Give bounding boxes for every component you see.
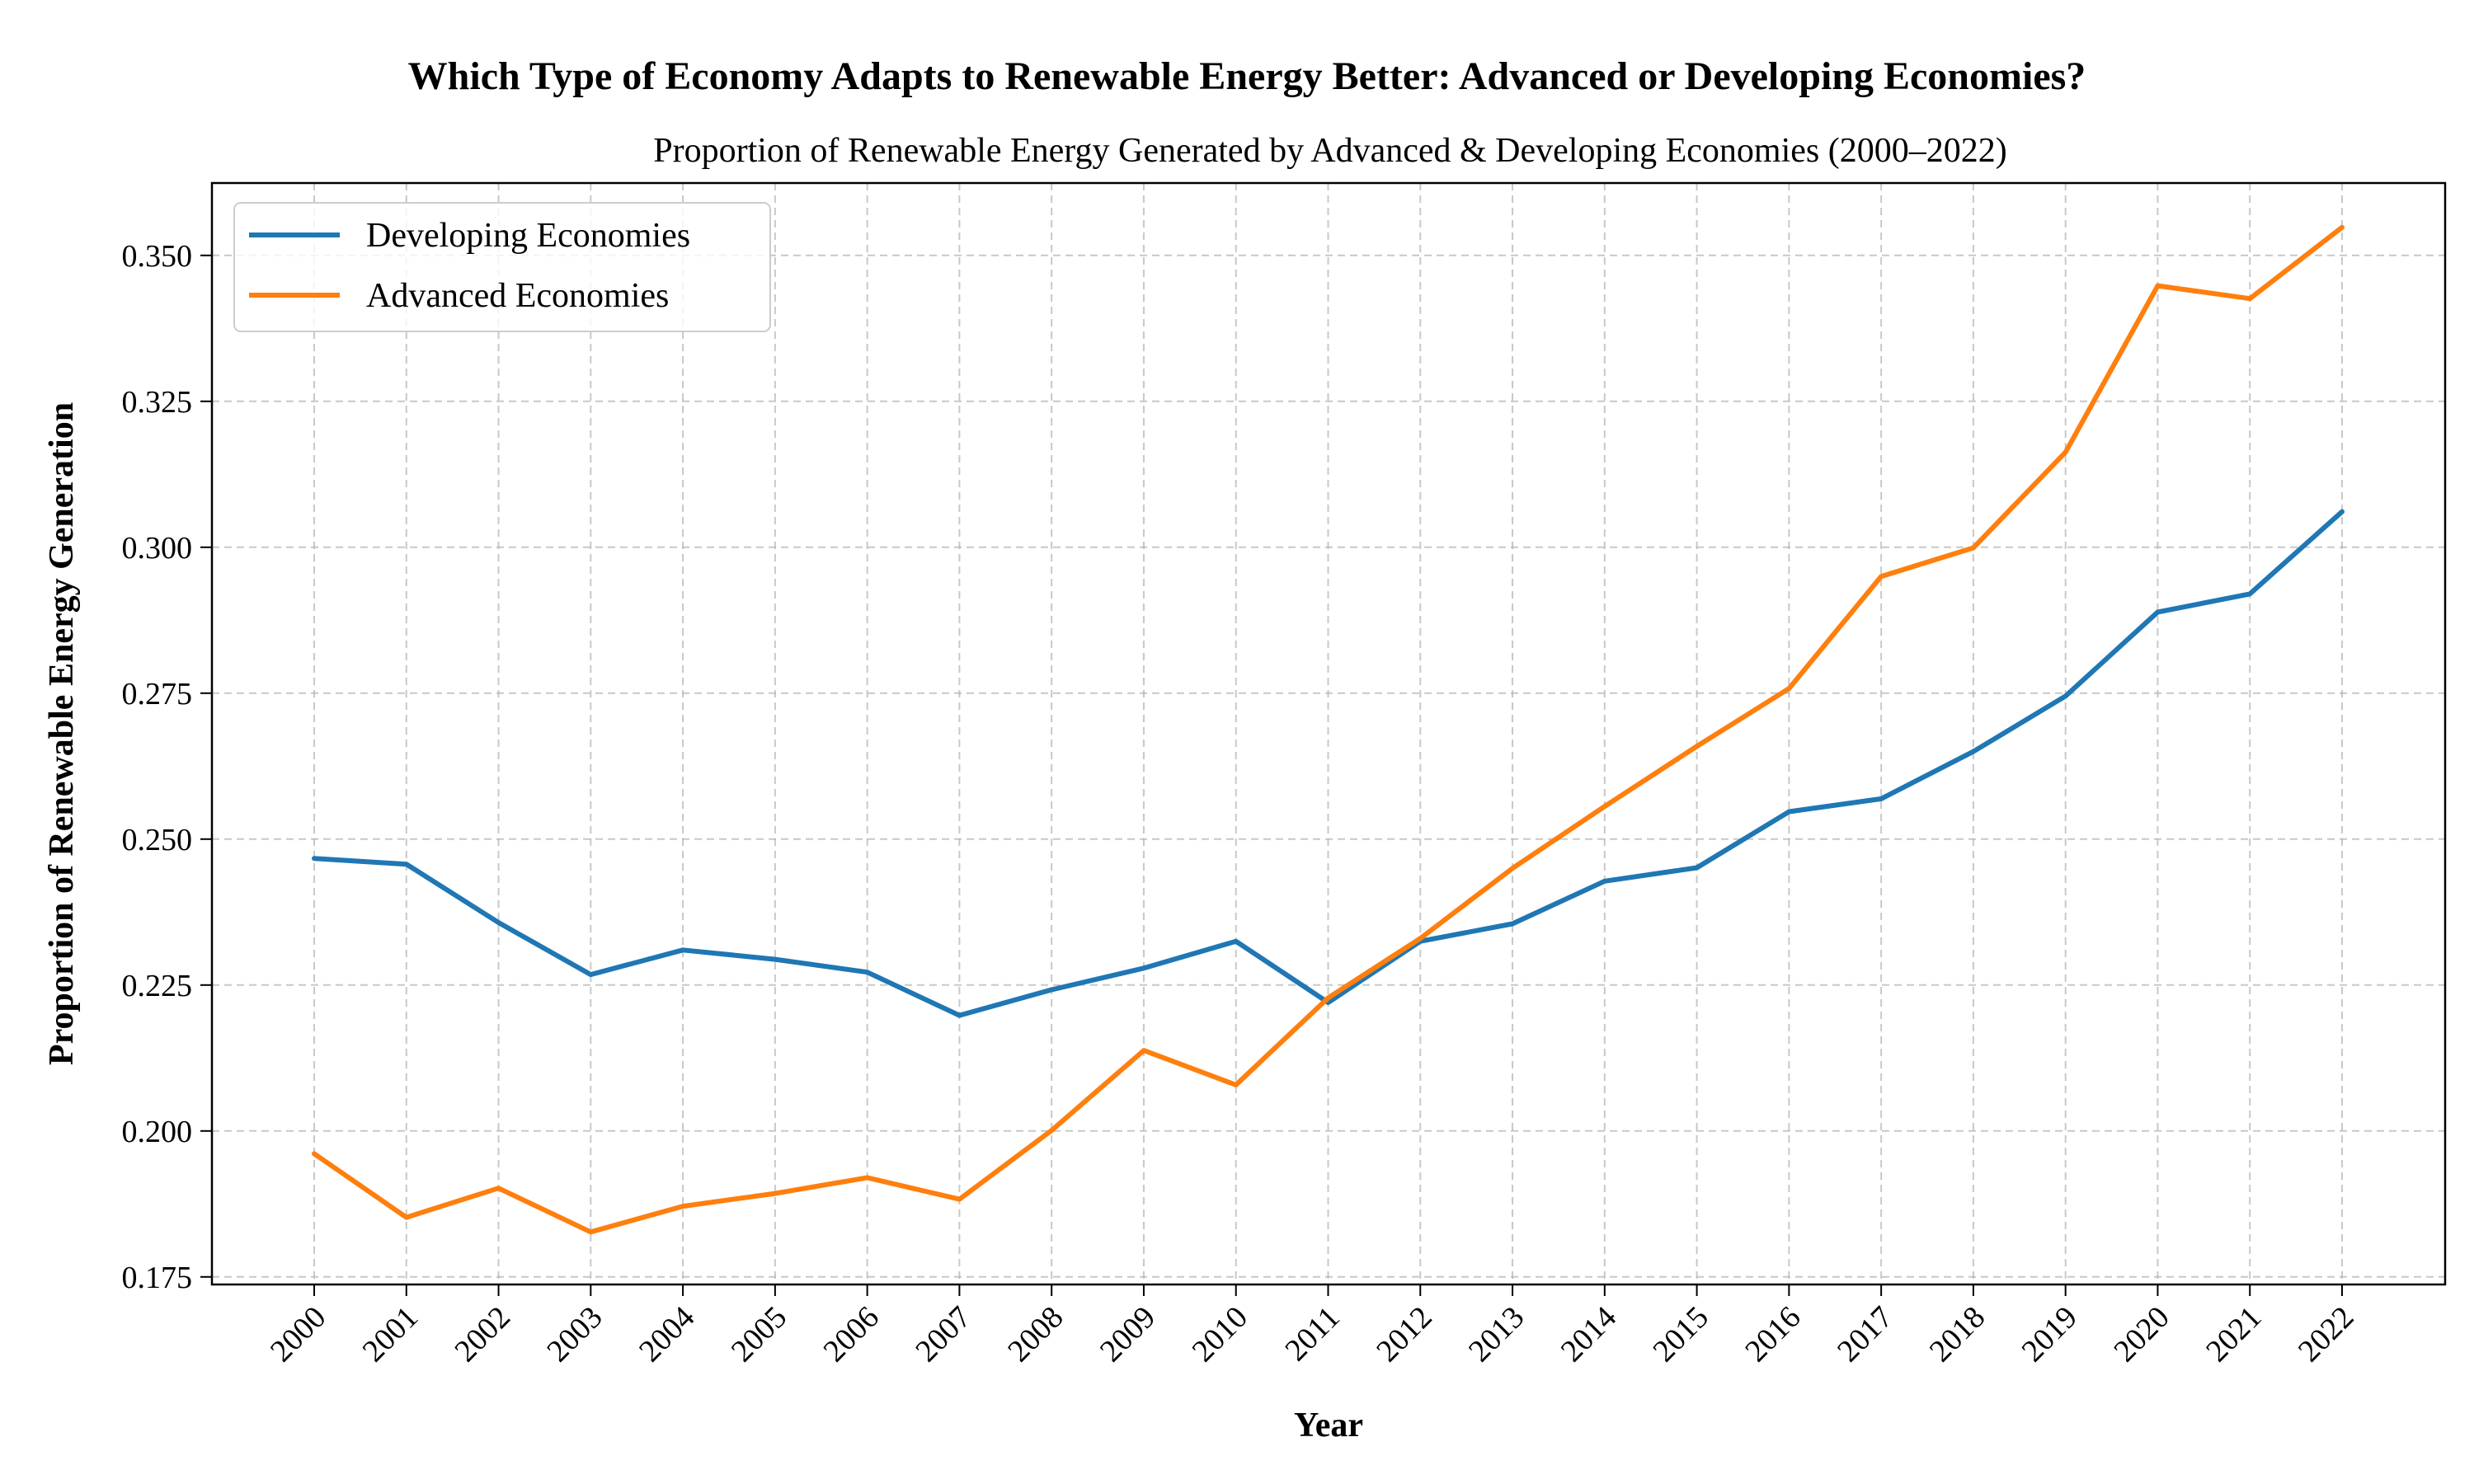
y-tick-label: 0.325 [122, 385, 193, 420]
x-tick-label: 2003 [540, 1300, 609, 1369]
x-tick-label: 2015 [1647, 1300, 1715, 1369]
legend-label-advanced: Advanced Economies [366, 277, 669, 315]
x-tick-label: 2009 [1094, 1300, 1162, 1369]
x-tick-label: 2021 [2199, 1300, 2268, 1369]
x-tick-label: 2005 [725, 1300, 793, 1369]
y-tick-label: 0.300 [122, 531, 193, 566]
x-tick-label: 2010 [1186, 1300, 1254, 1369]
x-tick-label: 2004 [633, 1300, 701, 1369]
chart-title: Which Type of Economy Adapts to Renewabl… [408, 54, 2086, 98]
x-tick-label: 2007 [909, 1300, 977, 1369]
x-tick-label: 2001 [356, 1300, 425, 1369]
legend-frame [233, 202, 771, 332]
x-tick-label: 2013 [1462, 1300, 1531, 1369]
x-tick-label: 2019 [2015, 1300, 2084, 1369]
x-tick-label: 2008 [1001, 1300, 1070, 1369]
x-tick-label: 2002 [448, 1300, 516, 1369]
y-tick-label: 0.200 [122, 1115, 193, 1149]
y-axis-label: Proportion of Renewable Energy Generatio… [43, 402, 81, 1065]
x-tick-label: 2017 [1831, 1300, 1899, 1369]
chart-subtitle: Proportion of Renewable Energy Generated… [653, 132, 2006, 170]
y-tick-label: 0.275 [122, 677, 193, 711]
x-tick-label: 2014 [1554, 1300, 1623, 1369]
x-tick-label: 2020 [2107, 1300, 2175, 1369]
legend-label-developing: Developing Economies [366, 217, 690, 255]
x-tick-label: 2016 [1738, 1300, 1807, 1369]
series-line-advanced [312, 224, 2345, 1235]
grid-lines [212, 183, 2445, 1284]
y-tick-label: 0.250 [122, 823, 193, 857]
x-tick-label: 2006 [817, 1300, 886, 1369]
x-axis-label: Year [1294, 1407, 1363, 1444]
y-tick-label: 0.350 [122, 239, 193, 274]
legend: Developing Economies Advanced Economies [233, 202, 771, 332]
x-tick-label: 2012 [1370, 1300, 1438, 1369]
x-tick-label: 2018 [1923, 1300, 1992, 1369]
x-tick-label: 2011 [1278, 1300, 1346, 1368]
x-tick-label: 2000 [264, 1300, 332, 1369]
series-lines [312, 224, 2345, 1235]
y-tick-label: 0.225 [122, 969, 193, 1003]
series-line-developing [312, 509, 2345, 1018]
y-tick-label: 0.175 [122, 1261, 193, 1295]
x-tick-label: 2022 [2292, 1300, 2360, 1369]
plot-area-frame [210, 181, 2447, 1286]
